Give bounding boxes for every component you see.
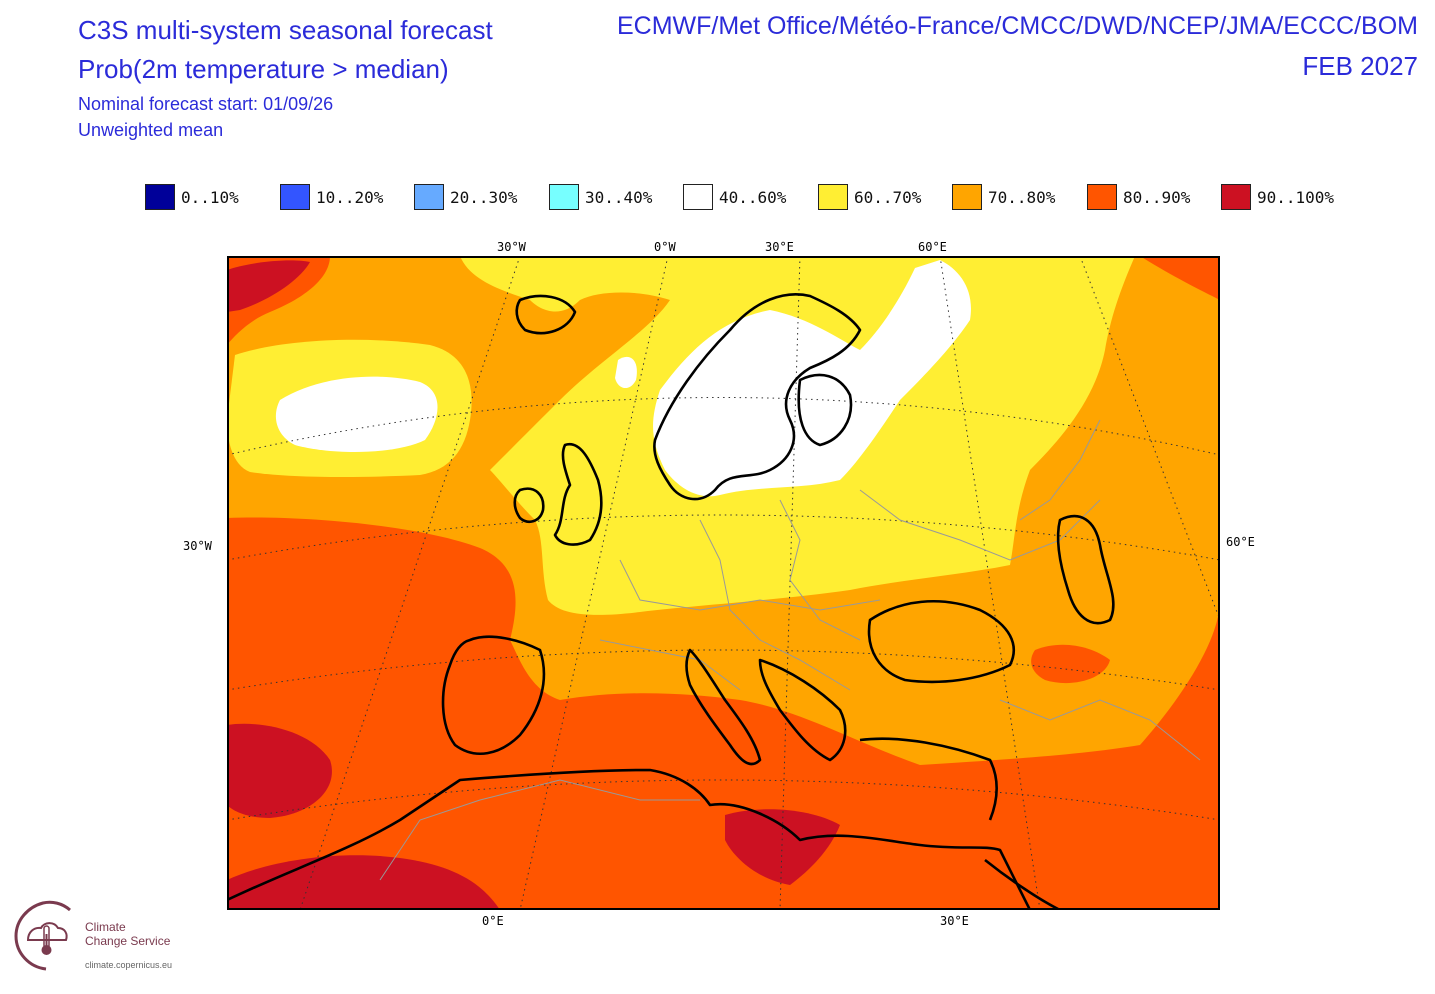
legend-label: 20..30% <box>450 188 518 207</box>
zone-80-90 <box>227 517 1220 910</box>
title-left-line2: Prob(2m temperature > median) <box>78 54 449 84</box>
legend-swatch <box>1221 184 1251 210</box>
legend-label: 0..10% <box>181 188 239 207</box>
legend-label: 70..80% <box>988 188 1056 207</box>
zone-90-100 <box>725 809 840 885</box>
legend-label: 10..20% <box>316 188 384 207</box>
top-tick-label: 30°E <box>765 240 794 254</box>
probability-map <box>227 256 1220 910</box>
legend-swatch <box>1087 184 1117 210</box>
country-borders <box>379 419 1201 881</box>
legend-swatch <box>818 184 848 210</box>
zone-80-90 <box>1140 256 1220 300</box>
zone-40-60 <box>615 356 637 389</box>
zone-40-60 <box>275 376 438 452</box>
legend-swatch <box>683 184 713 210</box>
zone-40-60 <box>653 260 971 497</box>
map-frame <box>227 256 1220 910</box>
weighting-note: Unweighted mean <box>78 120 224 140</box>
zone-90-100 <box>227 260 310 312</box>
legend-swatch <box>414 184 444 210</box>
title-right-line1: ECMWF/Met Office/Météo-France/CMCC/DWD/N… <box>616 12 1418 40</box>
left-tick-label: 30°W <box>183 539 212 553</box>
top-tick-label: 60°E <box>918 240 947 254</box>
title-right-line2: FEB 2027 <box>1302 51 1418 81</box>
copernicus-logo: Climate Change Service climate.copernicu… <box>10 898 210 978</box>
legend-label: 60..70% <box>854 188 922 207</box>
logo-line2: Change Service <box>85 934 171 948</box>
legend-swatch <box>549 184 579 210</box>
bottom-tick-label: 0°E <box>482 914 504 928</box>
top-tick-label: 0°W <box>654 240 676 254</box>
legend-swatch <box>952 184 982 210</box>
logo-line1: Climate <box>85 920 126 934</box>
legend-label: 40..60% <box>719 188 787 207</box>
climate-logo-icon <box>14 900 71 971</box>
bottom-tick-label: 30°E <box>940 914 969 928</box>
right-tick-label: 60°E <box>1226 535 1255 549</box>
coastlines <box>227 293 1115 910</box>
top-tick-label: 30°W <box>497 240 526 254</box>
legend-label: 30..40% <box>585 188 653 207</box>
title-left-line1: C3S multi-system seasonal forecast <box>78 15 493 45</box>
zone-90-100 <box>227 723 332 818</box>
legend-swatch <box>280 184 310 210</box>
forecast-start: Nominal forecast start: 01/09/26 <box>78 94 334 114</box>
zone-80-90 <box>1031 644 1110 684</box>
legend-label: 90..100% <box>1257 188 1335 207</box>
legend-label: 80..90% <box>1123 188 1191 207</box>
legend: 0..10% 10..20% 20..30% 30..40% 40..60% 6… <box>145 184 1365 212</box>
logo-url: climate.copernicus.eu <box>85 960 173 970</box>
graticule <box>227 256 1220 910</box>
legend-swatch <box>145 184 175 210</box>
